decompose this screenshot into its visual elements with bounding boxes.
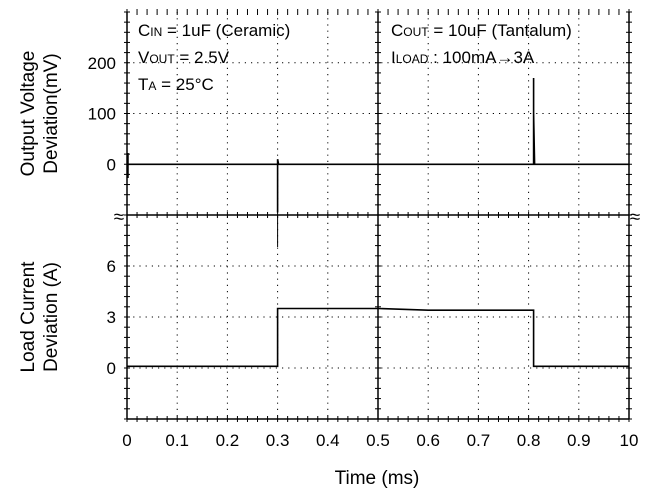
x-tick-label: 0.9 bbox=[567, 431, 591, 450]
output-voltage-trace bbox=[127, 78, 629, 213]
load-current-ylabel-line: Load Current bbox=[18, 261, 39, 373]
x-tick-label: 0.6 bbox=[416, 431, 440, 450]
x-tick-label: 0.3 bbox=[266, 431, 290, 450]
y-tick-label: 200 bbox=[88, 54, 116, 73]
x-tick-label: 0.5 bbox=[366, 431, 390, 450]
y-tick-label: 0 bbox=[107, 155, 116, 174]
right-annotation: ILOAD : 100mA→3A bbox=[391, 48, 535, 67]
x-tick-label: 0.2 bbox=[216, 431, 240, 450]
x-tick-label: 10 bbox=[620, 431, 639, 450]
axis-break-symbol: ≈ bbox=[630, 207, 640, 228]
axis-break-symbol: ≈ bbox=[114, 207, 124, 228]
right-annotation: COUT = 10uF (Tantalum) bbox=[391, 21, 572, 40]
x-tick-label: 0.1 bbox=[165, 431, 189, 450]
output-voltage-ylabel-line: Deviation(mV) bbox=[41, 53, 62, 173]
labels-layer: 0 0.1 0.2 0.3 0.4 0.5 0.6 0.7 0.8 0.9 10 200 100 0 Out… bbox=[18, 51, 640, 450]
output-voltage-ylabel-line: Output Voltage bbox=[18, 51, 39, 177]
x-tick-label: 0.8 bbox=[517, 431, 541, 450]
load-current-trace bbox=[127, 307, 629, 368]
y-tick-label: 6 bbox=[107, 257, 116, 276]
x-tick-label: 0.4 bbox=[316, 431, 340, 450]
x-axis-label: Time (ms) bbox=[335, 468, 420, 489]
left-annotation: TA = 25°C bbox=[138, 75, 214, 94]
x-tick-label: 0.7 bbox=[467, 431, 491, 450]
y-tick-label: 3 bbox=[107, 308, 116, 327]
y-tick-label: 0 bbox=[107, 359, 116, 378]
left-annotation: CIN = 1uF (Ceramic) bbox=[138, 21, 290, 40]
annotation-layer: CIN = 1uF (Ceramic) VOUT = 2.5V TA = 25°C C… bbox=[138, 21, 572, 94]
ticks-layer bbox=[124, 9, 632, 422]
x-tick-label: 0 bbox=[122, 431, 131, 450]
load-current-ylabel-line: Deviation (A) bbox=[41, 262, 62, 372]
series-layer bbox=[127, 78, 629, 368]
y-tick-label: 100 bbox=[88, 105, 116, 124]
left-annotation: VOUT = 2.5V bbox=[138, 48, 230, 67]
